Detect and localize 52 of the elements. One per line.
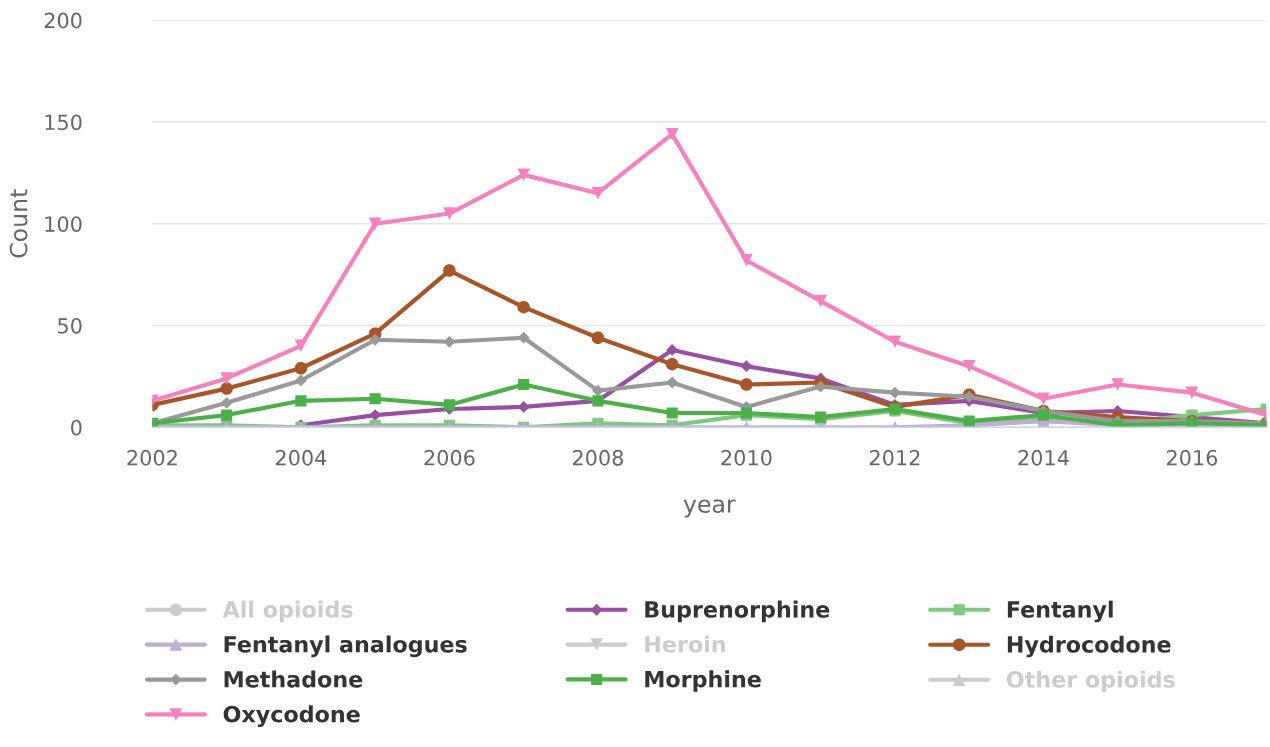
point: [591, 331, 605, 344]
point: [294, 362, 308, 375]
point: [295, 374, 307, 387]
point: [517, 168, 530, 182]
x-tick-label: 2014: [1018, 449, 1069, 466]
point: [962, 359, 976, 373]
point: [888, 335, 902, 349]
point: [517, 300, 530, 314]
point: [294, 339, 308, 353]
point: [220, 372, 233, 385]
point: [740, 378, 753, 391]
point: [814, 294, 827, 308]
x-tick-label: 2016: [1166, 449, 1218, 466]
legend-label: Buprenorphine: [645, 600, 830, 623]
point: [665, 357, 679, 371]
point: [592, 384, 604, 397]
point: [740, 254, 753, 267]
y-tick-label: 200: [44, 12, 82, 29]
legend-label: Fentanyl: [1007, 600, 1113, 623]
point: [666, 344, 679, 356]
y-axis-title: Count: [9, 189, 28, 258]
x-tick-label: 2002: [127, 449, 177, 466]
x-tick-label: 2006: [424, 449, 475, 466]
legend-label: Fentanyl analogues: [224, 635, 467, 658]
point: [518, 378, 530, 391]
point: [443, 399, 455, 411]
point: [1185, 386, 1199, 399]
x-tick-label: 2010: [721, 449, 772, 466]
point: [369, 393, 381, 405]
legend-label: Morphine: [645, 670, 761, 692]
y-tick-label: 100: [45, 216, 82, 232]
x-axis-title: year: [683, 499, 736, 518]
point: [443, 207, 456, 220]
point: [295, 395, 307, 407]
legend-label: Oxycodone: [223, 705, 360, 727]
x-tick-label: 2012: [869, 449, 920, 466]
point: [666, 407, 678, 419]
point: [665, 127, 679, 141]
x-tick-label: 2008: [572, 449, 623, 466]
y-tick-label: 0: [71, 419, 82, 436]
legend-label: Methadone: [224, 670, 363, 688]
point: [368, 217, 382, 230]
point: [443, 264, 456, 277]
point: [220, 396, 233, 409]
legend-label: Hydrocodone: [1007, 635, 1171, 658]
point: [221, 409, 233, 421]
y-tick-label: 150: [45, 114, 82, 131]
point: [220, 382, 233, 395]
point: [1111, 378, 1124, 391]
y-tick-label: 50: [58, 317, 82, 334]
point: [1037, 392, 1050, 406]
x-tick-label: 2004: [275, 449, 327, 466]
